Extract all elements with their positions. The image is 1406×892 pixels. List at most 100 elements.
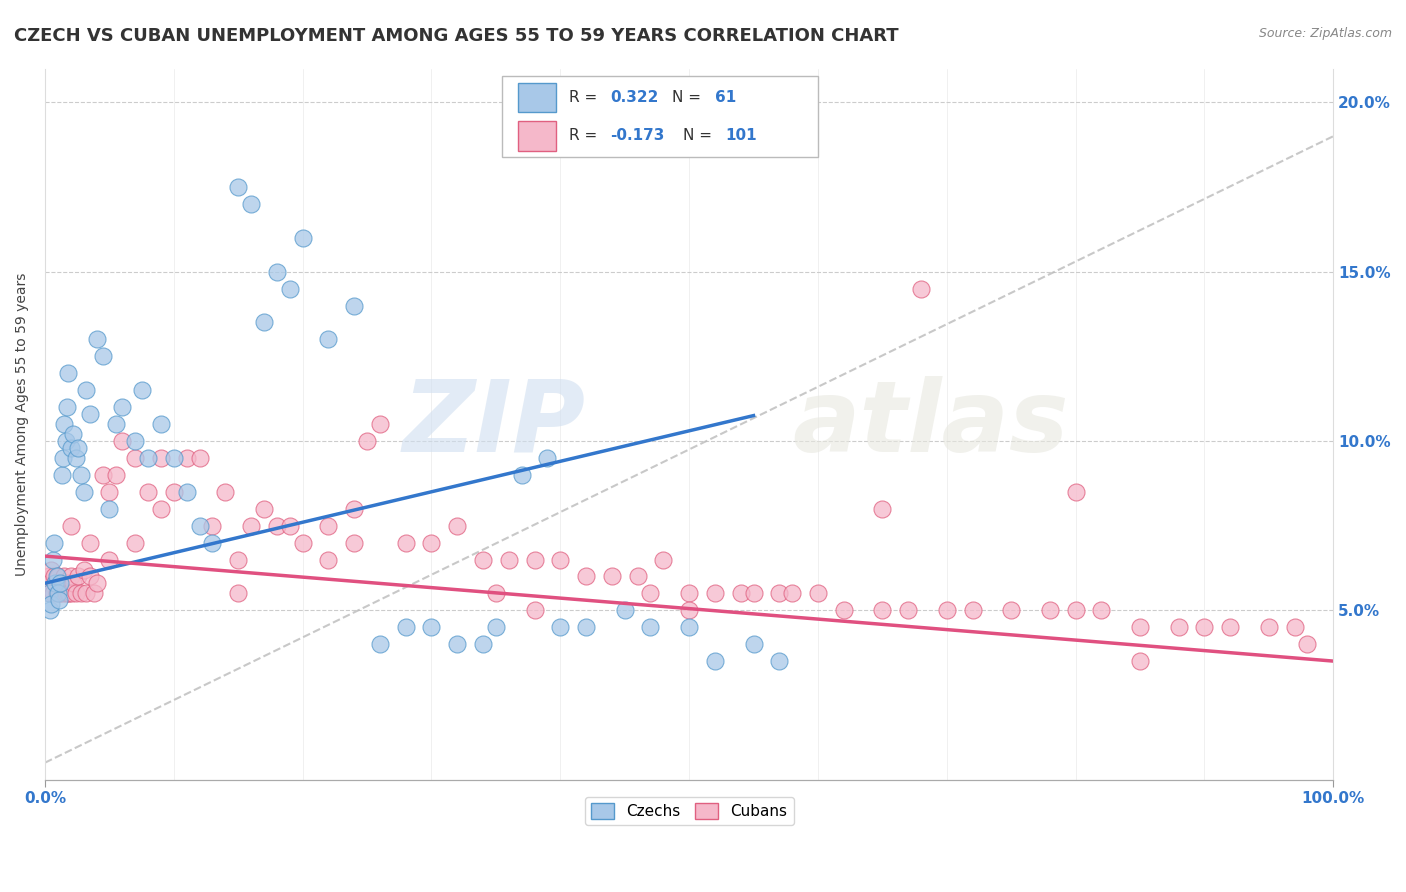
Point [600, 569, 623, 583]
Point [149, 417, 172, 431]
Point [485, 586, 508, 600]
Point [41, 563, 63, 577]
Point [46, 569, 69, 583]
Point [1296, 637, 1319, 651]
Point [53, 569, 76, 583]
Point [1257, 620, 1279, 634]
Point [420, 535, 443, 549]
Point [124, 434, 146, 448]
Point [1284, 620, 1306, 634]
Point [72, 563, 94, 577]
Point [70, 586, 93, 600]
Point [38, 569, 60, 583]
Point [343, 299, 366, 313]
Point [124, 450, 146, 465]
Legend: Czechs, Cubans: Czechs, Cubans [585, 797, 793, 825]
Point [201, 535, 224, 549]
Point [368, 417, 391, 431]
Point [548, 620, 571, 634]
Point [240, 518, 263, 533]
Point [742, 637, 765, 651]
Point [1129, 620, 1152, 634]
Point [343, 535, 366, 549]
Y-axis label: Unemployment Among Ages 55 to 59 years: Unemployment Among Ages 55 to 59 years [15, 272, 30, 575]
Point [111, 434, 134, 448]
Point [79, 569, 101, 583]
Point [768, 586, 790, 600]
Point [240, 197, 263, 211]
Point [59, 569, 82, 583]
Point [60, 586, 83, 600]
Point [703, 586, 725, 600]
Point [59, 441, 82, 455]
Point [640, 586, 662, 600]
Point [55, 434, 77, 448]
Point [768, 654, 790, 668]
Point [291, 231, 314, 245]
Point [38, 586, 60, 600]
Point [395, 535, 418, 549]
Point [742, 586, 765, 600]
Point [1219, 620, 1241, 634]
Point [49, 576, 72, 591]
Point [131, 383, 153, 397]
Point [39, 603, 62, 617]
Point [98, 484, 121, 499]
Point [446, 637, 468, 651]
Point [575, 569, 598, 583]
Text: -0.173: -0.173 [610, 128, 665, 144]
Point [163, 484, 186, 499]
Point [55, 586, 77, 600]
Point [678, 603, 700, 617]
Point [56, 586, 79, 600]
Point [226, 180, 249, 194]
Point [86, 333, 108, 347]
Text: 61: 61 [714, 90, 737, 105]
Point [111, 400, 134, 414]
Bar [517, 121, 557, 151]
Point [41, 586, 63, 600]
Point [1090, 603, 1112, 617]
Bar [517, 83, 557, 112]
Point [67, 441, 90, 455]
Point [91, 467, 114, 482]
Point [83, 586, 105, 600]
Point [72, 484, 94, 499]
Point [548, 552, 571, 566]
Point [318, 333, 340, 347]
Point [498, 552, 520, 566]
Point [640, 620, 662, 634]
Point [176, 484, 198, 499]
Point [356, 434, 378, 448]
Point [124, 535, 146, 549]
Point [39, 586, 62, 600]
Point [52, 450, 75, 465]
Point [163, 450, 186, 465]
Point [266, 518, 288, 533]
Point [910, 282, 932, 296]
Text: R =: R = [569, 90, 602, 105]
Text: N =: N = [683, 128, 717, 144]
Point [65, 450, 87, 465]
Point [807, 586, 830, 600]
Point [266, 265, 288, 279]
Point [1064, 603, 1087, 617]
Point [58, 586, 80, 600]
Point [48, 593, 70, 607]
Point [48, 586, 70, 600]
Point [56, 366, 79, 380]
Point [42, 569, 65, 583]
Point [626, 569, 648, 583]
Point [226, 552, 249, 566]
Point [872, 501, 894, 516]
Point [935, 603, 957, 617]
Point [678, 586, 700, 600]
Point [318, 518, 340, 533]
Point [56, 576, 79, 591]
Point [1039, 603, 1062, 617]
Point [420, 620, 443, 634]
Point [278, 518, 301, 533]
Point [44, 576, 66, 591]
Point [86, 576, 108, 591]
Point [226, 586, 249, 600]
